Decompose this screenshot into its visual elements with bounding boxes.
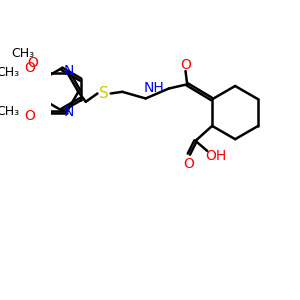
Text: S: S bbox=[99, 86, 109, 101]
Text: O: O bbox=[183, 157, 194, 171]
Text: O: O bbox=[24, 61, 35, 75]
Text: N: N bbox=[64, 105, 74, 119]
Text: CH₃: CH₃ bbox=[11, 46, 34, 60]
Text: NH: NH bbox=[143, 82, 164, 95]
Text: O: O bbox=[24, 109, 35, 122]
Text: O: O bbox=[180, 58, 191, 72]
Text: O: O bbox=[27, 56, 38, 70]
Text: CH₃: CH₃ bbox=[0, 66, 19, 79]
Text: OH: OH bbox=[205, 149, 226, 163]
Text: N: N bbox=[64, 64, 74, 78]
Text: CH₃: CH₃ bbox=[0, 105, 19, 118]
